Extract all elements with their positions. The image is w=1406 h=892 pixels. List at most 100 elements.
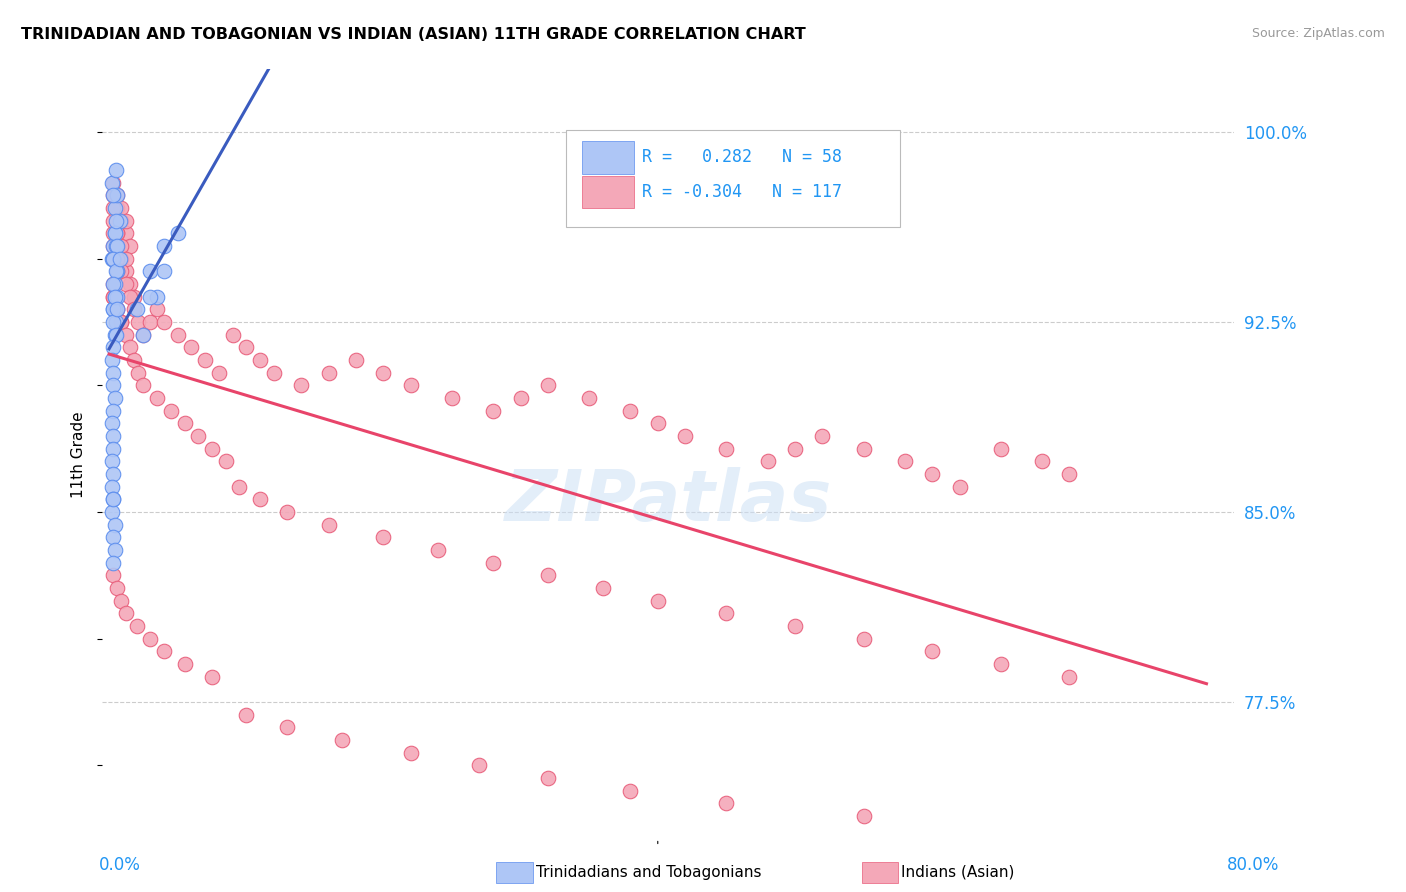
Point: [103, 239, 125, 253]
Point: [893, 454, 915, 468]
Point: [318, 366, 340, 380]
Point: [103, 568, 125, 582]
Point: [201, 670, 224, 684]
Point: [921, 644, 943, 658]
Point: [146, 302, 169, 317]
Point: [103, 391, 125, 405]
Point: [173, 657, 195, 671]
Point: [673, 429, 696, 443]
Point: [103, 239, 125, 253]
Point: [290, 378, 312, 392]
Point: [139, 289, 162, 303]
Text: R = -0.304   N = 117: R = -0.304 N = 117: [643, 183, 842, 202]
Point: [103, 252, 125, 266]
Point: [1031, 454, 1053, 468]
Text: Indians (Asian): Indians (Asian): [901, 865, 1015, 880]
Point: [852, 809, 875, 823]
Point: [105, 302, 128, 317]
Point: [105, 289, 128, 303]
Point: [399, 746, 422, 760]
Point: [110, 201, 132, 215]
Point: [103, 492, 125, 507]
Point: [235, 340, 257, 354]
Point: [139, 315, 162, 329]
Point: [103, 543, 125, 558]
Point: [180, 340, 202, 354]
Point: [990, 442, 1012, 456]
Point: [783, 619, 806, 633]
Point: [105, 226, 128, 240]
Point: [103, 289, 125, 303]
Point: [249, 492, 271, 507]
Point: [110, 593, 132, 607]
Text: ZIPatlas: ZIPatlas: [505, 467, 832, 536]
Point: [103, 366, 125, 380]
Point: [132, 378, 155, 392]
Point: [122, 352, 145, 367]
Point: [110, 239, 132, 253]
Point: [103, 442, 125, 456]
Point: [105, 581, 128, 595]
Point: [103, 201, 125, 215]
Point: [105, 188, 128, 202]
Point: [166, 327, 188, 342]
Y-axis label: 11th Grade: 11th Grade: [72, 411, 86, 499]
Point: [125, 302, 148, 317]
Point: [101, 352, 124, 367]
Point: [783, 442, 806, 456]
Point: [146, 289, 169, 303]
Point: [139, 264, 162, 278]
Point: [373, 530, 395, 544]
Point: [716, 442, 738, 456]
Point: [105, 264, 128, 278]
Point: [921, 467, 943, 481]
Point: [537, 378, 560, 392]
Point: [187, 429, 209, 443]
Point: [101, 480, 124, 494]
Point: [139, 632, 162, 646]
Point: [592, 581, 614, 595]
Point: [716, 607, 738, 621]
Point: [276, 505, 298, 519]
Point: [114, 327, 136, 342]
Point: [103, 252, 125, 266]
Point: [103, 201, 125, 215]
Point: [103, 213, 125, 227]
Point: [201, 442, 224, 456]
Point: [103, 467, 125, 481]
Point: [114, 264, 136, 278]
Point: [103, 378, 125, 392]
Point: [1059, 467, 1081, 481]
Point: [103, 302, 125, 317]
Point: [103, 252, 125, 266]
Point: [103, 188, 125, 202]
Point: [122, 289, 145, 303]
Point: [105, 264, 128, 278]
Point: [105, 302, 128, 317]
Point: [103, 226, 125, 240]
Point: [127, 366, 149, 380]
Point: [153, 239, 176, 253]
Point: [103, 530, 125, 544]
Point: [132, 327, 155, 342]
Point: [716, 797, 738, 811]
Point: [105, 201, 128, 215]
Point: [344, 352, 367, 367]
Point: [114, 252, 136, 266]
Point: [153, 315, 176, 329]
Point: [990, 657, 1012, 671]
Point: [468, 758, 491, 772]
Point: [105, 226, 128, 240]
Point: [482, 403, 505, 417]
Point: [146, 391, 169, 405]
Text: 0.0%: 0.0%: [98, 856, 141, 874]
Point: [619, 783, 641, 797]
Point: [114, 607, 136, 621]
Point: [647, 593, 669, 607]
Point: [118, 277, 141, 291]
Point: [125, 619, 148, 633]
Point: [104, 162, 127, 177]
Point: [110, 252, 132, 266]
Point: [153, 644, 176, 658]
Point: [104, 239, 127, 253]
